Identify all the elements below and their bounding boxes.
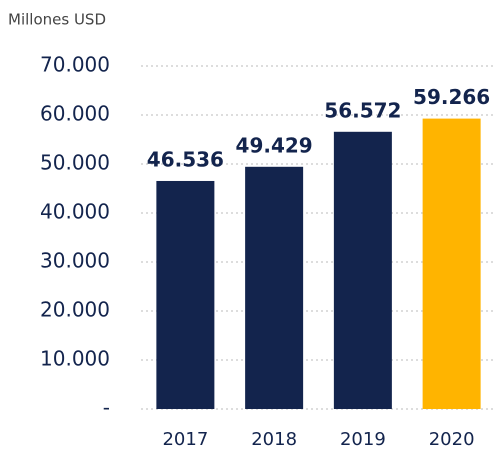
y-tick-label: - bbox=[103, 396, 110, 420]
x-tick-label: 2017 bbox=[162, 429, 208, 450]
bar bbox=[156, 180, 215, 409]
x-tick-label: 2020 bbox=[429, 429, 475, 450]
y-tick-label: 50.000 bbox=[40, 151, 110, 175]
value-label: 49.429 bbox=[236, 133, 313, 157]
y-tick-label: 20.000 bbox=[40, 298, 110, 322]
value-label: 59.266 bbox=[413, 85, 490, 109]
value-label: 56.572 bbox=[324, 98, 401, 122]
y-tick-label: 60.000 bbox=[40, 102, 110, 126]
y-axis-label: Millones USD bbox=[8, 11, 106, 29]
x-tick-label: 2019 bbox=[340, 429, 386, 450]
y-tick-label: 30.000 bbox=[40, 249, 110, 273]
x-tick-label: 2018 bbox=[251, 429, 297, 450]
bar bbox=[245, 166, 304, 409]
value-label: 46.536 bbox=[147, 147, 224, 171]
y-tick-label: 70.000 bbox=[40, 53, 110, 77]
y-tick-label: 10.000 bbox=[40, 347, 110, 371]
bar bbox=[333, 131, 392, 410]
y-tick-label: 40.000 bbox=[40, 200, 110, 224]
bar bbox=[422, 118, 481, 409]
